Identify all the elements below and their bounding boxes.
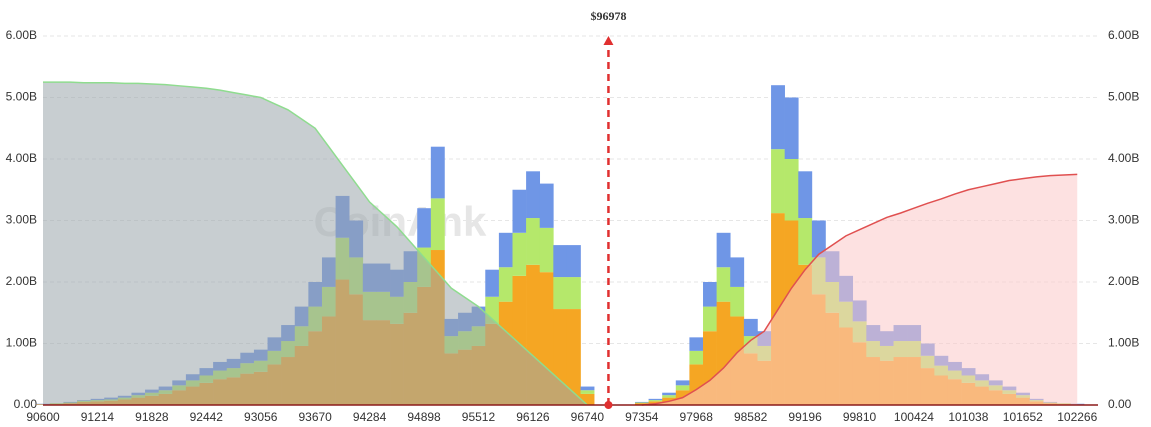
- x-tick-label: 94284: [353, 410, 387, 424]
- y2-tick-label: 2.00B: [1108, 274, 1139, 288]
- y-tick-label: 5.00B: [6, 90, 37, 104]
- bar-segment: [784, 97, 799, 159]
- x-tick-label: 101652: [1003, 410, 1043, 424]
- cumulative-line: [641, 173, 1078, 406]
- bar-segment: [566, 245, 581, 278]
- y2-tick-label: 3.00B: [1108, 213, 1139, 227]
- bar-segment: [634, 403, 649, 405]
- bar-segment: [580, 386, 595, 391]
- bar-segment: [539, 183, 554, 228]
- x-tick-label: 90600: [26, 410, 60, 424]
- bar-segment: [553, 277, 568, 310]
- y-tick-label: 4.00B: [6, 151, 37, 165]
- bar-segment: [811, 220, 826, 258]
- bar-segment: [716, 267, 731, 302]
- bar-segment: [526, 171, 541, 219]
- bar-segment: [512, 189, 527, 233]
- y2-tick-label: 6.00B: [1108, 28, 1139, 42]
- bar-segment: [743, 318, 758, 337]
- x-tick-label: 100424: [894, 410, 934, 424]
- cumulative-area: [641, 174, 1078, 405]
- x-tick-label: 95512: [462, 410, 496, 424]
- price-label: $96978: [590, 9, 626, 23]
- bar-segment: [689, 337, 704, 351]
- bar-segment: [566, 277, 581, 310]
- y2-tick-label: 0.00: [1108, 397, 1132, 411]
- bar-segment: [485, 269, 500, 297]
- bar-segment: [703, 282, 717, 307]
- bar-segment: [798, 218, 813, 265]
- bar-segment: [566, 309, 581, 405]
- bar-segment: [662, 395, 677, 398]
- x-tick-label: 97354: [625, 410, 659, 424]
- bar-segment: [580, 390, 595, 394]
- bar-segment: [634, 402, 649, 404]
- bar-segment: [498, 267, 513, 302]
- x-tick-label: 93670: [298, 410, 332, 424]
- bar-segment: [526, 218, 541, 265]
- bar-segment: [730, 286, 745, 317]
- bar-segment: [580, 393, 595, 405]
- bar-segment: [648, 398, 663, 401]
- bar-segment: [798, 171, 813, 219]
- x-tick-label: 91828: [135, 410, 169, 424]
- y2-tick-label: 5.00B: [1108, 90, 1139, 104]
- price-dot: [604, 401, 613, 409]
- x-tick-label: 96126: [516, 410, 550, 424]
- bar-segment: [430, 146, 445, 199]
- bar-segment: [498, 232, 513, 268]
- bar-segment: [430, 198, 445, 251]
- x-tick-label: 96740: [571, 410, 605, 424]
- y-tick-label: 0.00: [14, 397, 38, 411]
- bar-segment: [730, 257, 745, 287]
- bar-segment: [553, 245, 568, 278]
- y-tick-label: 2.00B: [6, 274, 37, 288]
- y2-tick-label: 4.00B: [1108, 151, 1139, 165]
- bar-segment: [716, 232, 731, 268]
- bar-segment: [417, 208, 432, 248]
- bar-segment: [771, 85, 785, 150]
- bar-segment: [703, 306, 717, 332]
- y-tick-label: 6.00B: [6, 28, 37, 42]
- bar-segment: [784, 159, 799, 221]
- y-tick-label: 3.00B: [6, 213, 37, 227]
- bar-segment: [539, 227, 554, 273]
- x-tick-label: 99196: [788, 410, 822, 424]
- x-tick-label: 98582: [734, 410, 768, 424]
- bar-segment: [662, 392, 677, 396]
- bar-segment: [648, 400, 663, 402]
- x-tick-label: 92442: [190, 410, 224, 424]
- price-arrow: [603, 36, 614, 45]
- cumulative-area: [43, 82, 588, 405]
- bar-segment: [1070, 403, 1085, 405]
- cumulative-line: [43, 81, 588, 406]
- bar-segment: [689, 350, 704, 365]
- bar-segment: [512, 232, 527, 276]
- x-tick-label: 94898: [407, 410, 441, 424]
- y-tick-label: 1.00B: [6, 336, 37, 350]
- x-tick-label: 97968: [680, 410, 714, 424]
- x-tick-label: 91214: [81, 410, 115, 424]
- x-tick-label: 102266: [1057, 410, 1097, 424]
- bar-segment: [675, 380, 690, 386]
- x-tick-label: 99810: [843, 410, 877, 424]
- y2-tick-label: 1.00B: [1108, 336, 1139, 350]
- bar-segment: [634, 401, 649, 403]
- bar-segment: [675, 385, 690, 391]
- bar-segment: [771, 149, 785, 214]
- x-tick-label: 101038: [948, 410, 988, 424]
- x-tick-label: 93056: [244, 410, 278, 424]
